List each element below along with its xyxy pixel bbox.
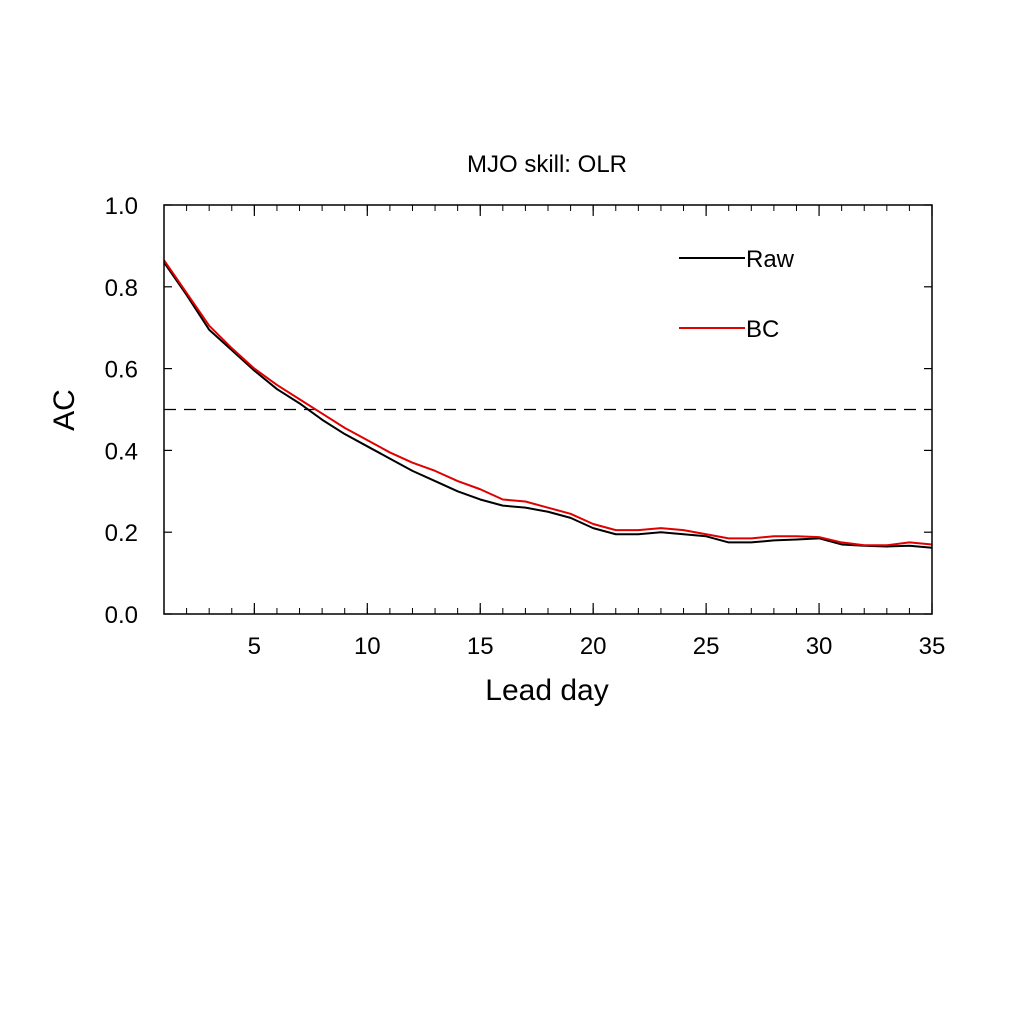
plot-frame-group: [163, 204, 933, 615]
y-tick-label: 0.4: [105, 438, 138, 465]
x-tick-label: 20: [580, 633, 607, 660]
y-tick-label: 0.8: [105, 275, 138, 302]
legend-label-bc: BC: [746, 316, 779, 343]
series-line-bc: [163, 259, 933, 547]
y-tick-label: 0.6: [105, 357, 138, 384]
series-line-raw: [163, 261, 933, 549]
x-tick-label: 30: [806, 633, 833, 660]
legend: Raw BC: [679, 246, 795, 343]
axis-ticks: [163, 204, 933, 615]
x-axis-title: Lead day: [485, 674, 608, 707]
y-tick-label: 0.0: [105, 602, 138, 629]
x-tick-label: 10: [354, 633, 381, 660]
y-axis-title: AC: [48, 389, 81, 431]
chart-title: MJO skill: OLR: [467, 151, 627, 178]
x-tick-label: 35: [919, 633, 946, 660]
x-tick-label: 15: [467, 633, 494, 660]
series-group: [163, 259, 933, 549]
y-tick-label: 1.0: [105, 193, 138, 220]
plot-frame: [163, 204, 933, 615]
x-tick-label: 5: [248, 633, 261, 660]
legend-label-raw: Raw: [746, 246, 795, 273]
x-tick-label: 25: [693, 633, 720, 660]
y-tick-label: 0.2: [105, 520, 138, 547]
tick-labels-group: 5 10 15 20 25 30 35 0.0 0.2 0.4 0.6 0.8 1.0: [105, 193, 946, 660]
